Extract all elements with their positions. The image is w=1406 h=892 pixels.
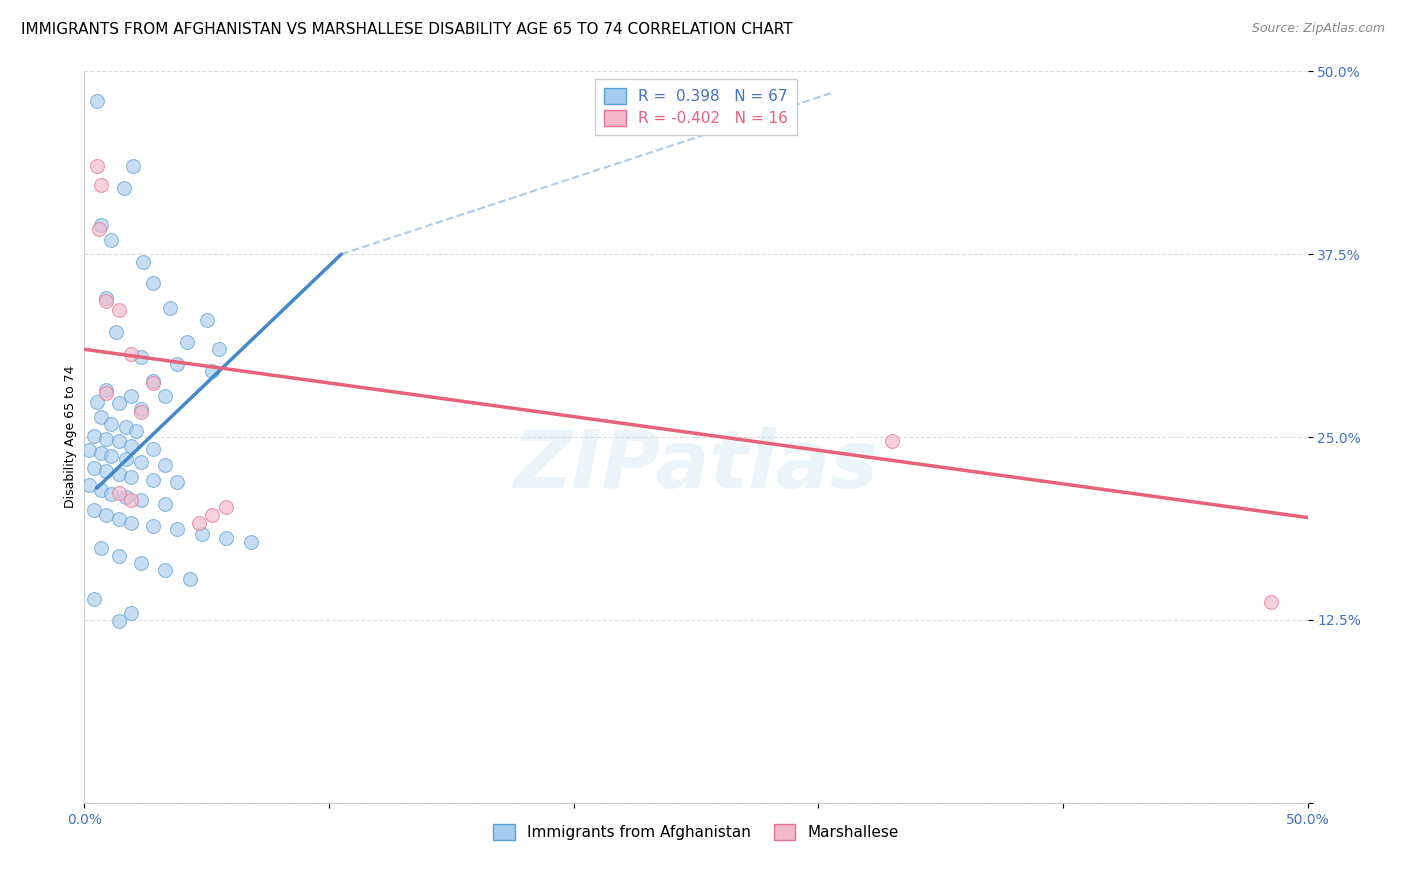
Point	[96, 293, 118, 308]
Point	[77, 443, 100, 458]
Point	[107, 302, 129, 317]
Point	[132, 254, 155, 268]
Point	[166, 357, 188, 371]
Point	[96, 464, 118, 478]
Text: IMMIGRANTS FROM AFGHANISTAN VS MARSHALLESE DISABILITY AGE 65 TO 74 CORRELATION C: IMMIGRANTS FROM AFGHANISTAN VS MARSHALLE…	[21, 22, 793, 37]
Point	[142, 376, 165, 390]
Point	[100, 449, 122, 463]
Point	[100, 487, 122, 501]
Point	[105, 325, 128, 339]
Point	[107, 485, 129, 500]
Point	[159, 301, 181, 316]
Point	[179, 572, 201, 586]
Point	[142, 277, 165, 291]
Point	[153, 458, 176, 472]
Point	[83, 428, 105, 442]
Point	[90, 218, 112, 232]
Point	[188, 516, 211, 531]
Point	[129, 556, 152, 570]
Point	[142, 375, 165, 389]
Point	[96, 432, 118, 446]
Point	[120, 516, 142, 531]
Point	[112, 181, 135, 195]
Point	[191, 526, 214, 541]
Point	[96, 384, 118, 398]
Point	[142, 442, 165, 456]
Point	[100, 417, 122, 431]
Point	[90, 483, 112, 497]
Point	[83, 460, 105, 475]
Point	[107, 467, 129, 481]
Point	[142, 519, 165, 533]
Point	[90, 541, 112, 556]
Point	[176, 334, 198, 349]
Point	[115, 420, 138, 434]
Point	[115, 452, 138, 467]
Point	[215, 531, 238, 545]
Point	[200, 364, 222, 378]
Point	[142, 473, 165, 487]
Point	[195, 313, 218, 327]
Point	[153, 389, 176, 403]
Point	[200, 508, 222, 522]
Y-axis label: Disability Age 65 to 74: Disability Age 65 to 74	[65, 366, 77, 508]
Point	[120, 493, 142, 508]
Point	[90, 409, 112, 424]
Point	[122, 160, 145, 174]
Point	[96, 386, 118, 401]
Point	[208, 343, 231, 357]
Point	[96, 291, 118, 305]
Point	[129, 350, 152, 364]
Legend: Immigrants from Afghanistan, Marshallese: Immigrants from Afghanistan, Marshallese	[486, 818, 905, 847]
Point	[125, 424, 148, 438]
Point	[107, 615, 129, 629]
Point	[86, 94, 108, 108]
Point	[107, 434, 129, 449]
Point	[115, 490, 138, 504]
Point	[129, 455, 152, 469]
Point	[153, 497, 176, 511]
Point	[90, 178, 112, 193]
Point	[100, 233, 122, 247]
Point	[166, 475, 188, 490]
Point	[107, 549, 129, 563]
Point	[153, 563, 176, 577]
Point	[86, 395, 108, 409]
Point	[129, 402, 152, 417]
Point	[166, 522, 188, 536]
Point	[129, 493, 152, 508]
Point	[239, 535, 262, 549]
Point	[120, 469, 142, 483]
Text: ZIPatlas: ZIPatlas	[513, 427, 879, 506]
Point	[83, 592, 105, 607]
Point	[1260, 595, 1282, 609]
Point	[87, 222, 110, 236]
Point	[120, 347, 142, 361]
Point	[129, 405, 152, 419]
Point	[120, 439, 142, 453]
Point	[120, 389, 142, 403]
Point	[107, 512, 129, 526]
Point	[880, 434, 903, 449]
Point	[96, 508, 118, 522]
Point	[107, 396, 129, 410]
Point	[215, 500, 238, 515]
Text: Source: ZipAtlas.com: Source: ZipAtlas.com	[1251, 22, 1385, 36]
Point	[120, 606, 142, 620]
Point	[77, 478, 100, 492]
Point	[86, 160, 108, 174]
Point	[90, 446, 112, 460]
Point	[83, 503, 105, 517]
